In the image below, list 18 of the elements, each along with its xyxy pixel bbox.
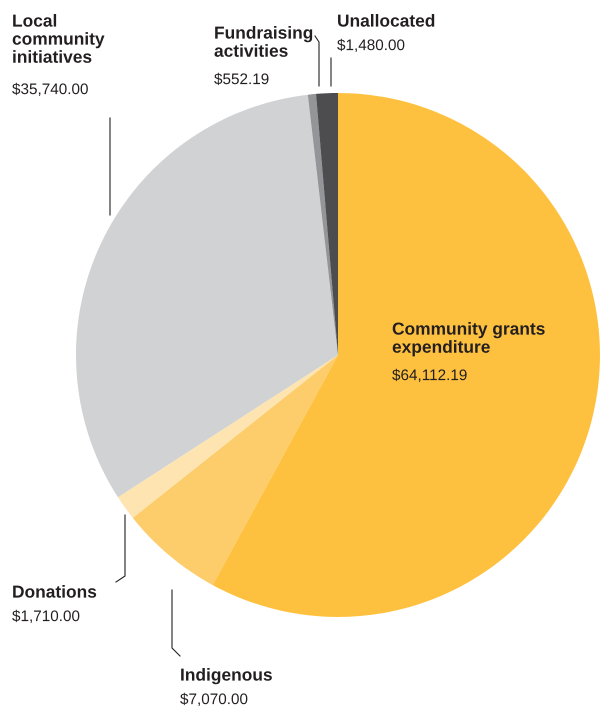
pie-slice <box>76 94 338 498</box>
pie-slice <box>316 93 338 355</box>
slice-label: Indigenous <box>181 668 272 684</box>
slice-label: Fundraising activities <box>214 26 312 57</box>
slice-label: Unallocated <box>338 14 434 27</box>
data-label: $7,070.00 <box>180 692 248 706</box>
data-label: $35,740.00 <box>12 82 88 96</box>
pie-slice <box>118 355 338 518</box>
pie-slice <box>308 94 338 355</box>
data-label: $64,112.19 <box>392 368 467 382</box>
data-label: $1,710.00 <box>12 610 80 624</box>
slice-label: Community grants expenditure <box>392 322 545 356</box>
pie-slice <box>212 93 600 617</box>
data-label: $552.19 <box>214 72 268 86</box>
data-label: $1,480.00 <box>337 38 404 52</box>
slice-label: Donations <box>13 585 96 598</box>
slice-label: Local community initiatives <box>12 14 105 63</box>
pie-slice <box>132 355 338 586</box>
